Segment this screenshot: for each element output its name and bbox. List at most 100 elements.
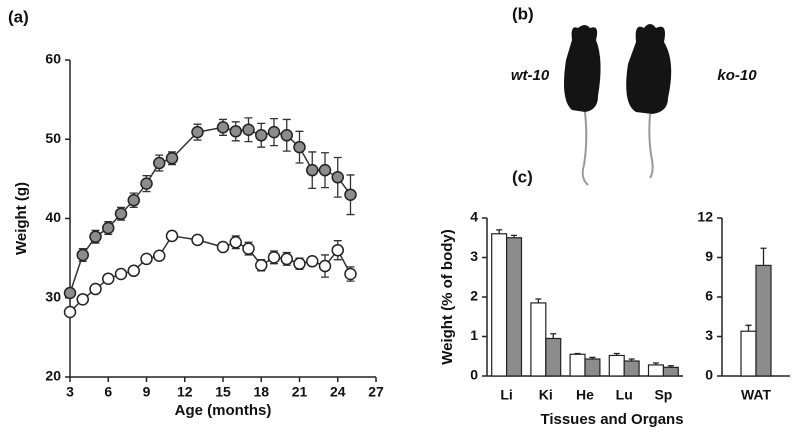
data-point xyxy=(140,252,153,266)
x-tick-label: 3 xyxy=(66,384,74,400)
y-tick-label: 20 xyxy=(45,368,61,384)
data-point xyxy=(242,123,255,136)
data-point xyxy=(63,286,77,300)
data-point xyxy=(267,251,281,264)
data-point xyxy=(331,243,344,257)
data-point xyxy=(216,240,230,254)
bar xyxy=(545,337,562,377)
x-tick-label: He xyxy=(576,387,594,403)
y-tick-label: 40 xyxy=(45,209,61,225)
bar xyxy=(530,302,547,377)
data-point xyxy=(114,207,128,220)
error-bar xyxy=(550,333,557,339)
data-point xyxy=(344,188,357,201)
x-tick-label: 12 xyxy=(177,384,193,400)
data-point xyxy=(153,156,166,170)
data-point xyxy=(306,163,319,177)
y-tick-label: 2 xyxy=(470,288,478,304)
data-point xyxy=(229,236,242,249)
x-tick-label: WAT xyxy=(741,387,772,403)
mouse-images xyxy=(564,24,672,186)
error-bar xyxy=(760,247,767,266)
data-point xyxy=(165,152,179,165)
bar xyxy=(569,353,586,377)
data-point xyxy=(76,248,89,262)
data-point xyxy=(229,125,242,138)
image-label: wt-10 xyxy=(511,67,550,84)
data-point xyxy=(331,171,344,184)
data-point xyxy=(306,255,319,268)
data-point xyxy=(63,305,77,319)
mouse-wt xyxy=(564,25,601,112)
data-point xyxy=(102,221,115,235)
panel-label: (a) xyxy=(8,7,29,26)
y-tick-label: 60 xyxy=(45,51,61,67)
data-point xyxy=(191,233,204,247)
y-tick-label: 50 xyxy=(45,130,61,146)
data-point xyxy=(114,267,128,281)
data-point xyxy=(242,242,255,255)
mouse-ko xyxy=(626,24,672,114)
y-axis-label: Weight (g) xyxy=(13,182,30,255)
panel-label: (c) xyxy=(512,167,533,186)
x-tick-label: 15 xyxy=(215,384,231,400)
data-point xyxy=(89,230,102,243)
data-point xyxy=(127,264,140,278)
data-point xyxy=(140,177,153,190)
data-point xyxy=(255,259,268,272)
tail xyxy=(581,111,589,186)
bar xyxy=(491,233,508,377)
x-tick-label: 9 xyxy=(143,384,151,400)
bar xyxy=(647,364,665,377)
data-point xyxy=(165,229,179,243)
x-tick-label: 18 xyxy=(253,384,269,400)
data-point xyxy=(293,140,306,154)
y-tick-label: 6 xyxy=(705,288,713,304)
data-point xyxy=(318,259,332,273)
bar xyxy=(662,366,679,377)
y-tick-label: 9 xyxy=(705,248,713,264)
tail xyxy=(648,113,654,179)
y-tick-label: 3 xyxy=(470,248,478,264)
x-tick-label: Lu xyxy=(616,387,633,403)
x-tick-label: Li xyxy=(500,387,512,403)
image-label: ko-10 xyxy=(717,67,757,84)
data-point xyxy=(127,194,140,207)
x-tick-label: 21 xyxy=(292,384,308,400)
bar xyxy=(506,237,523,377)
data-point xyxy=(191,125,204,139)
error-bar xyxy=(535,298,542,303)
panel-label: (b) xyxy=(512,4,534,23)
data-point xyxy=(293,257,306,270)
x-tick-label: Sp xyxy=(654,387,672,403)
y-axis-label: Weight (% of body) xyxy=(439,229,456,365)
bar xyxy=(608,354,625,377)
data-point xyxy=(318,163,332,177)
x-tick-label: 24 xyxy=(330,384,346,400)
error-bar xyxy=(745,324,752,332)
y-tick-label: 4 xyxy=(470,209,478,225)
bar xyxy=(623,360,640,377)
bar xyxy=(584,358,601,377)
x-axis-label: Tissues and Organs xyxy=(540,411,683,428)
data-point xyxy=(153,249,166,262)
data-point xyxy=(267,125,281,139)
data-point xyxy=(255,129,268,142)
y-tick-label: 0 xyxy=(470,367,478,383)
data-point xyxy=(280,129,293,142)
data-point xyxy=(102,272,115,285)
x-tick-label: Ki xyxy=(539,387,553,403)
bar xyxy=(755,264,772,377)
bar xyxy=(740,330,757,377)
y-tick-label: 12 xyxy=(697,209,713,225)
data-point xyxy=(76,293,89,306)
x-axis-label: Age (months) xyxy=(175,402,272,419)
x-tick-label: 6 xyxy=(104,384,112,400)
y-tick-label: 30 xyxy=(45,288,61,304)
y-tick-label: 0 xyxy=(705,367,713,383)
data-point xyxy=(344,267,357,281)
x-tick-label: 27 xyxy=(368,384,384,400)
y-tick-label: 3 xyxy=(705,327,713,343)
data-point xyxy=(280,252,293,266)
